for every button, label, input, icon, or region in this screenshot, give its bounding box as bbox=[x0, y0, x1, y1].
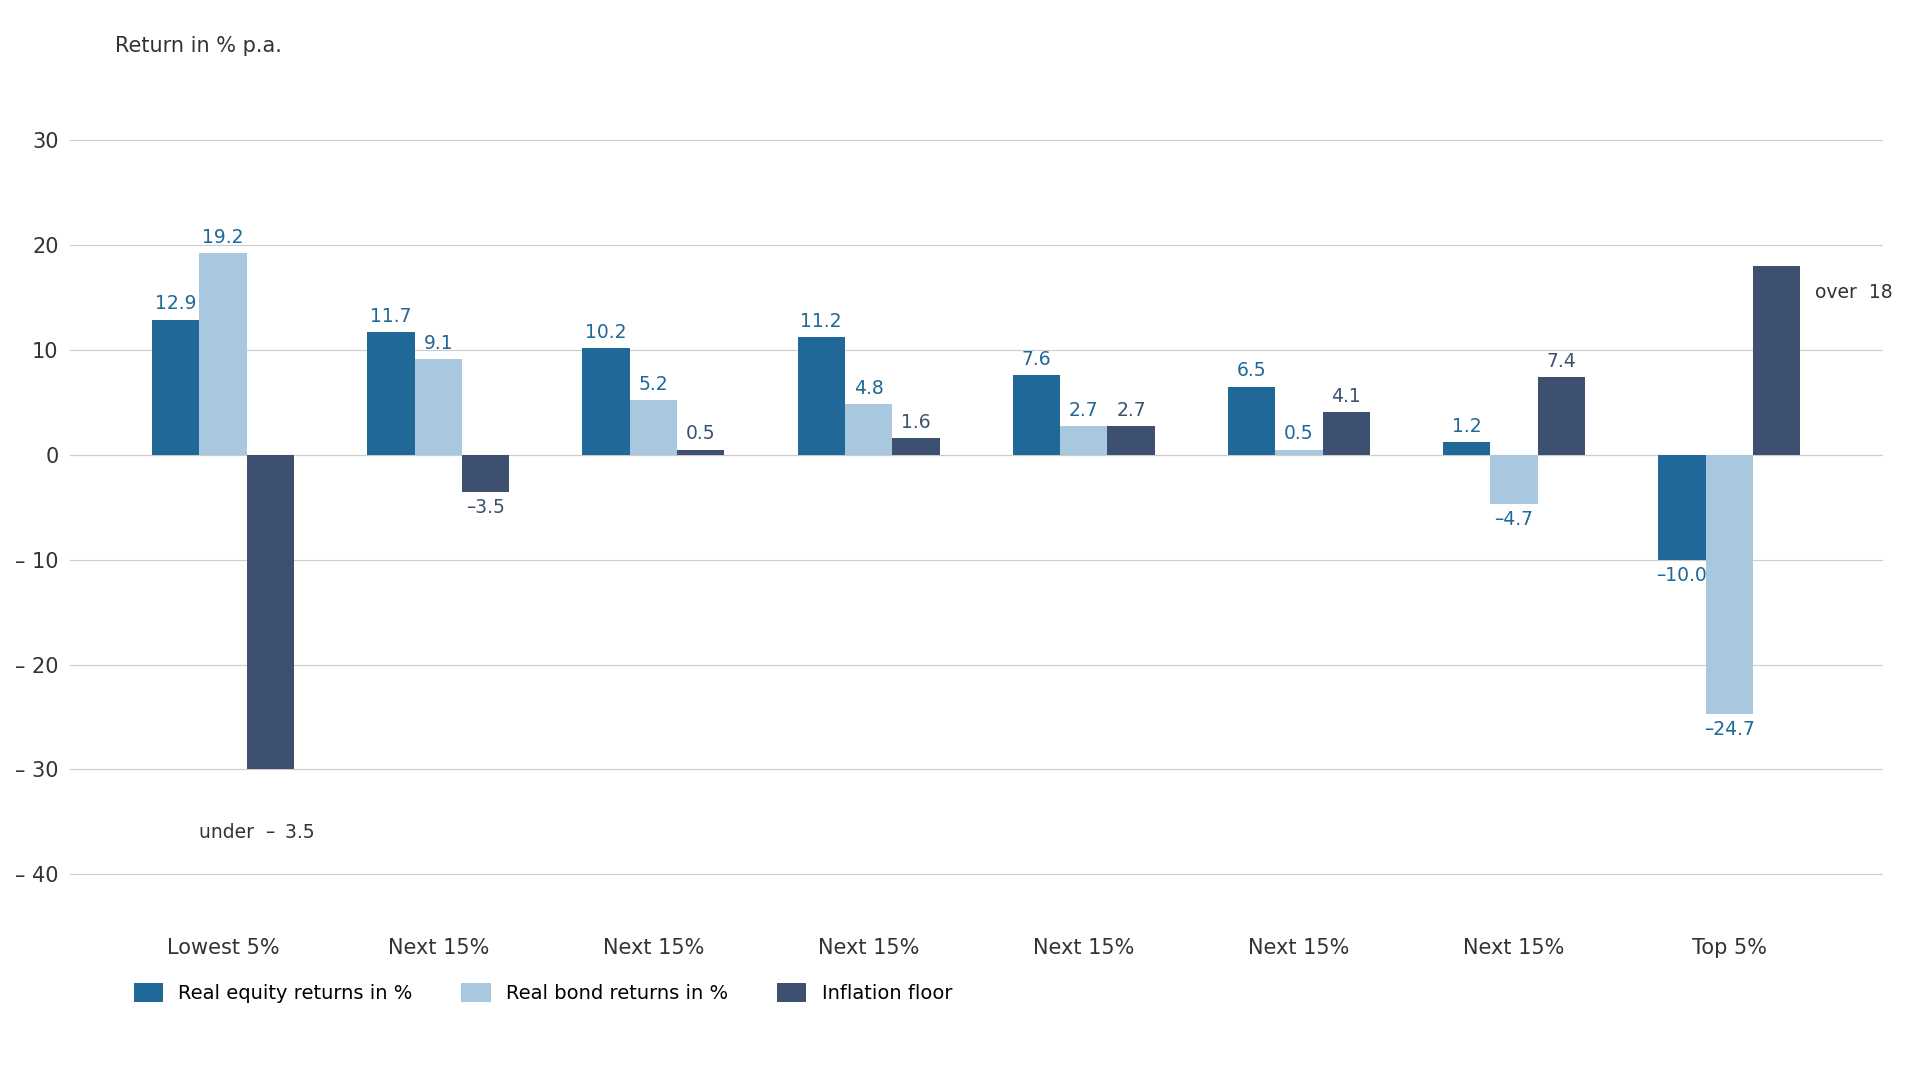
Text: –3.5: –3.5 bbox=[467, 498, 505, 517]
Bar bbox=[1705, 455, 1753, 714]
Bar bbox=[1490, 455, 1538, 504]
Bar bbox=[1275, 449, 1323, 455]
Bar bbox=[1538, 377, 1586, 455]
Bar bbox=[1229, 387, 1275, 455]
Bar bbox=[246, 455, 294, 769]
Bar bbox=[1753, 266, 1801, 455]
Bar bbox=[678, 449, 724, 455]
Bar bbox=[1323, 411, 1369, 455]
Text: –3.5: –3.5 bbox=[252, 502, 290, 521]
Bar bbox=[845, 404, 893, 455]
Text: 2.7: 2.7 bbox=[1116, 401, 1146, 420]
Legend: Real equity returns in %, Real bond returns in %, Inflation floor: Real equity returns in %, Real bond retu… bbox=[134, 983, 952, 1003]
Bar bbox=[1444, 442, 1490, 455]
Bar bbox=[463, 455, 509, 491]
Text: Return in % p.a.: Return in % p.a. bbox=[115, 37, 282, 56]
Text: 0.5: 0.5 bbox=[685, 424, 716, 443]
Bar bbox=[200, 254, 246, 455]
Text: –4.7: –4.7 bbox=[1494, 511, 1534, 529]
Text: 1.6: 1.6 bbox=[900, 413, 931, 432]
Text: 11.2: 11.2 bbox=[801, 312, 843, 332]
Bar bbox=[630, 401, 678, 455]
Bar bbox=[367, 332, 415, 455]
Text: 6.5: 6.5 bbox=[1236, 362, 1267, 380]
Text: 0.5: 0.5 bbox=[1284, 424, 1313, 443]
Text: 1.2: 1.2 bbox=[1452, 417, 1482, 436]
Text: 4.8: 4.8 bbox=[854, 379, 883, 399]
Text: 9.1: 9.1 bbox=[424, 334, 453, 353]
Text: 5.2: 5.2 bbox=[639, 375, 668, 394]
Text: 11.7: 11.7 bbox=[371, 307, 411, 326]
Text: –24.7: –24.7 bbox=[1703, 720, 1755, 739]
Text: 4.1: 4.1 bbox=[1331, 387, 1361, 405]
Text: over  18: over 18 bbox=[1814, 283, 1893, 301]
Text: 7.6: 7.6 bbox=[1021, 350, 1050, 368]
Text: 7.4: 7.4 bbox=[1546, 352, 1576, 370]
Bar bbox=[415, 360, 463, 455]
Bar bbox=[1659, 455, 1705, 559]
Text: under  –  3.5: under – 3.5 bbox=[200, 823, 315, 842]
Text: 2.7: 2.7 bbox=[1069, 401, 1098, 420]
Bar bbox=[152, 320, 200, 455]
Text: 19.2: 19.2 bbox=[202, 228, 244, 247]
Bar bbox=[797, 337, 845, 455]
Text: 12.9: 12.9 bbox=[156, 294, 196, 313]
Text: 10.2: 10.2 bbox=[586, 323, 626, 341]
Bar bbox=[893, 438, 939, 455]
Bar bbox=[1108, 427, 1154, 455]
Bar bbox=[1012, 375, 1060, 455]
Bar bbox=[582, 348, 630, 455]
Text: –10.0: –10.0 bbox=[1657, 566, 1707, 585]
Bar bbox=[1060, 427, 1108, 455]
